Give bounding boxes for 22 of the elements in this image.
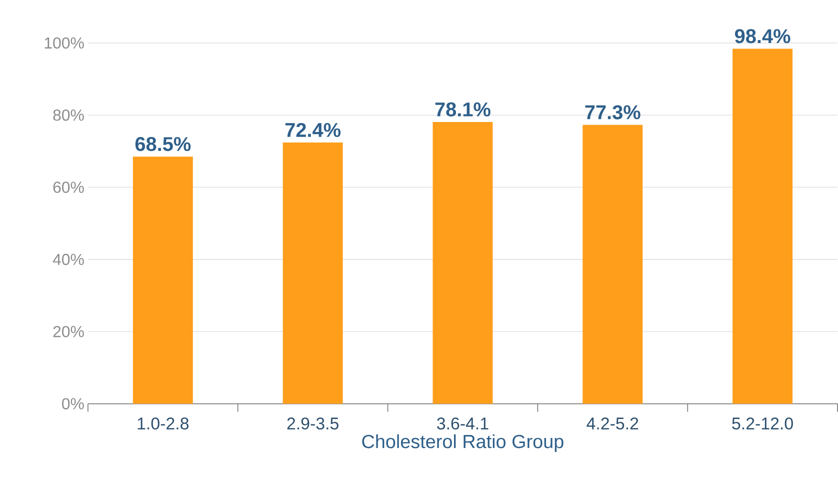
y-tick-label: 0% (62, 398, 84, 410)
bar (282, 142, 343, 404)
x-tick-label: 1.0-2.8 (138, 418, 189, 430)
data-label: 68.5% (135, 137, 191, 152)
data-label: 72.4% (285, 123, 341, 138)
bar (732, 48, 793, 404)
data-label: 78.1% (435, 102, 490, 117)
y-tick-label: 80% (53, 110, 84, 121)
x-tick-label: 3.6-4.1 (437, 418, 488, 430)
x-tick-label: 5.2-12.0 (732, 418, 793, 430)
bar (432, 122, 493, 404)
y-tick-label: 20% (53, 326, 84, 338)
x-tick-label: 4.2-5.2 (586, 418, 638, 430)
y-tick-label: 40% (52, 254, 84, 266)
x-axis-title: Cholesterol Ratio Group (362, 434, 564, 452)
data-label: 77.3% (585, 105, 640, 120)
y-tick-label: 100% (44, 37, 84, 49)
x-tick-label: 2.9-3.5 (287, 418, 338, 430)
bar (132, 156, 193, 404)
y-tick-label: 60% (53, 182, 84, 194)
bar (582, 125, 643, 404)
data-label: 98.4% (734, 29, 790, 44)
